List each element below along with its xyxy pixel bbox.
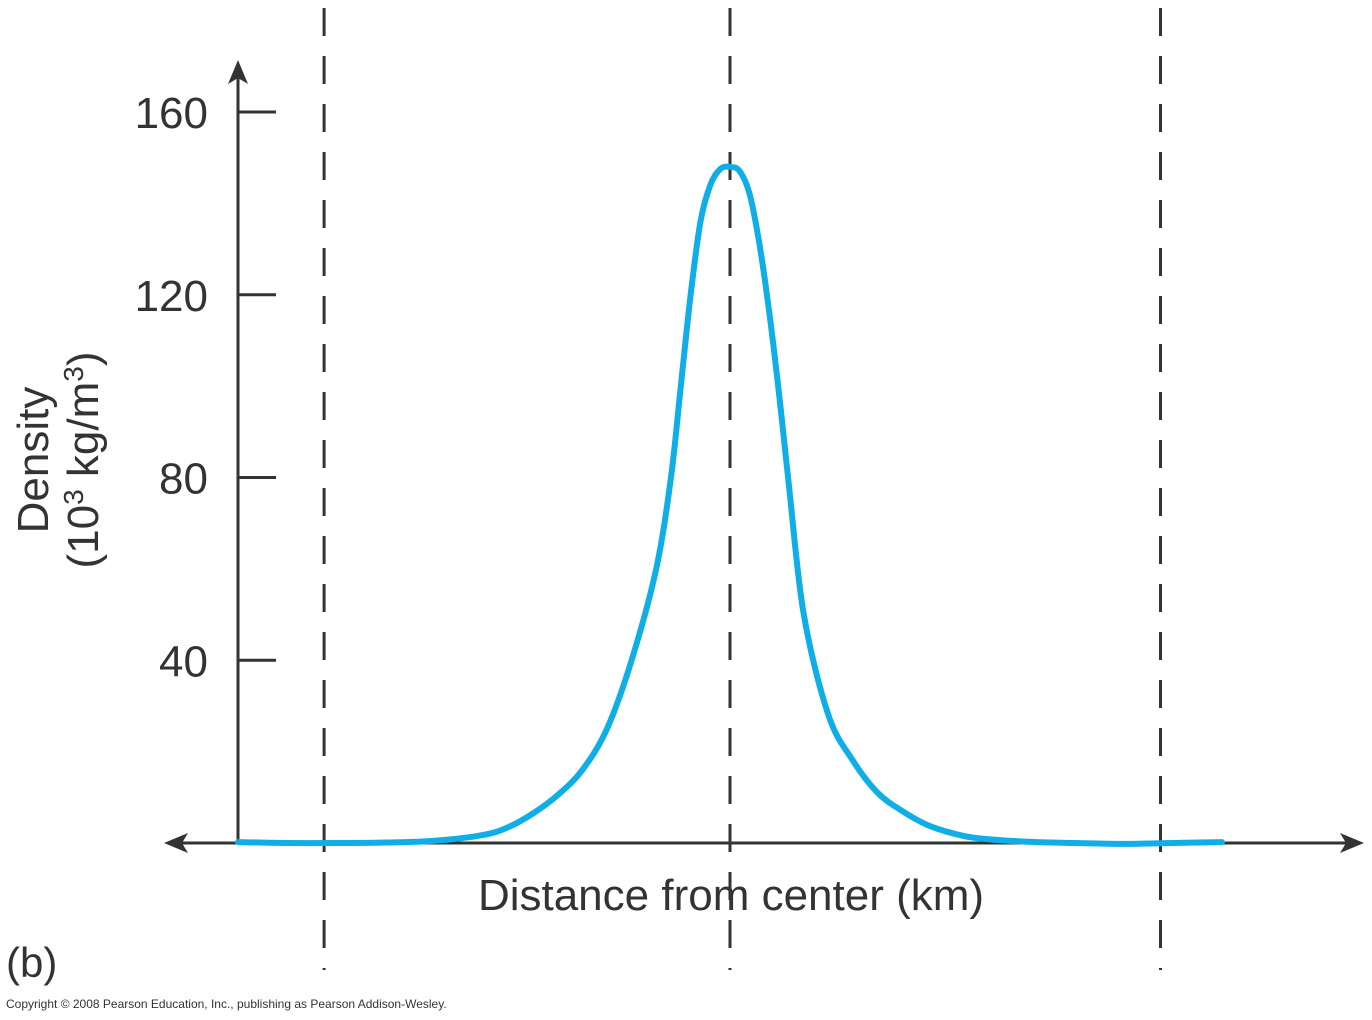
dashed-reference-lines xyxy=(322,8,1162,970)
y-axis-unit-exp2: 3 xyxy=(58,366,89,382)
copyright-text: Copyright © 2008 Pearson Education, Inc.… xyxy=(6,997,447,1011)
y-axis-unit-end: ) xyxy=(59,352,108,367)
axes xyxy=(164,60,1364,853)
y-axis-ticks: 40 80 120 160 xyxy=(135,89,276,686)
y-axis-unit-base: (10 xyxy=(59,505,108,569)
x-axis-label: Distance from center (km) xyxy=(478,871,984,920)
panel-label: (b) xyxy=(6,939,57,986)
y-axis-unit-exp1: 3 xyxy=(58,489,89,505)
y-axis-label-line2: (103 kg/m3) xyxy=(58,352,109,569)
y-axis-label-line1: Density xyxy=(9,387,58,534)
y-tick-label-40: 40 xyxy=(159,637,208,686)
y-axis-label: Density (103 kg/m3) xyxy=(9,352,108,569)
y-tick-label-80: 80 xyxy=(159,455,208,504)
series-layer xyxy=(235,163,1225,847)
density-curve-1 xyxy=(235,163,1225,847)
y-axis-unit-mid: kg/m xyxy=(59,382,108,490)
y-tick-label-160: 160 xyxy=(135,89,208,138)
y-tick-label-120: 120 xyxy=(135,272,208,321)
